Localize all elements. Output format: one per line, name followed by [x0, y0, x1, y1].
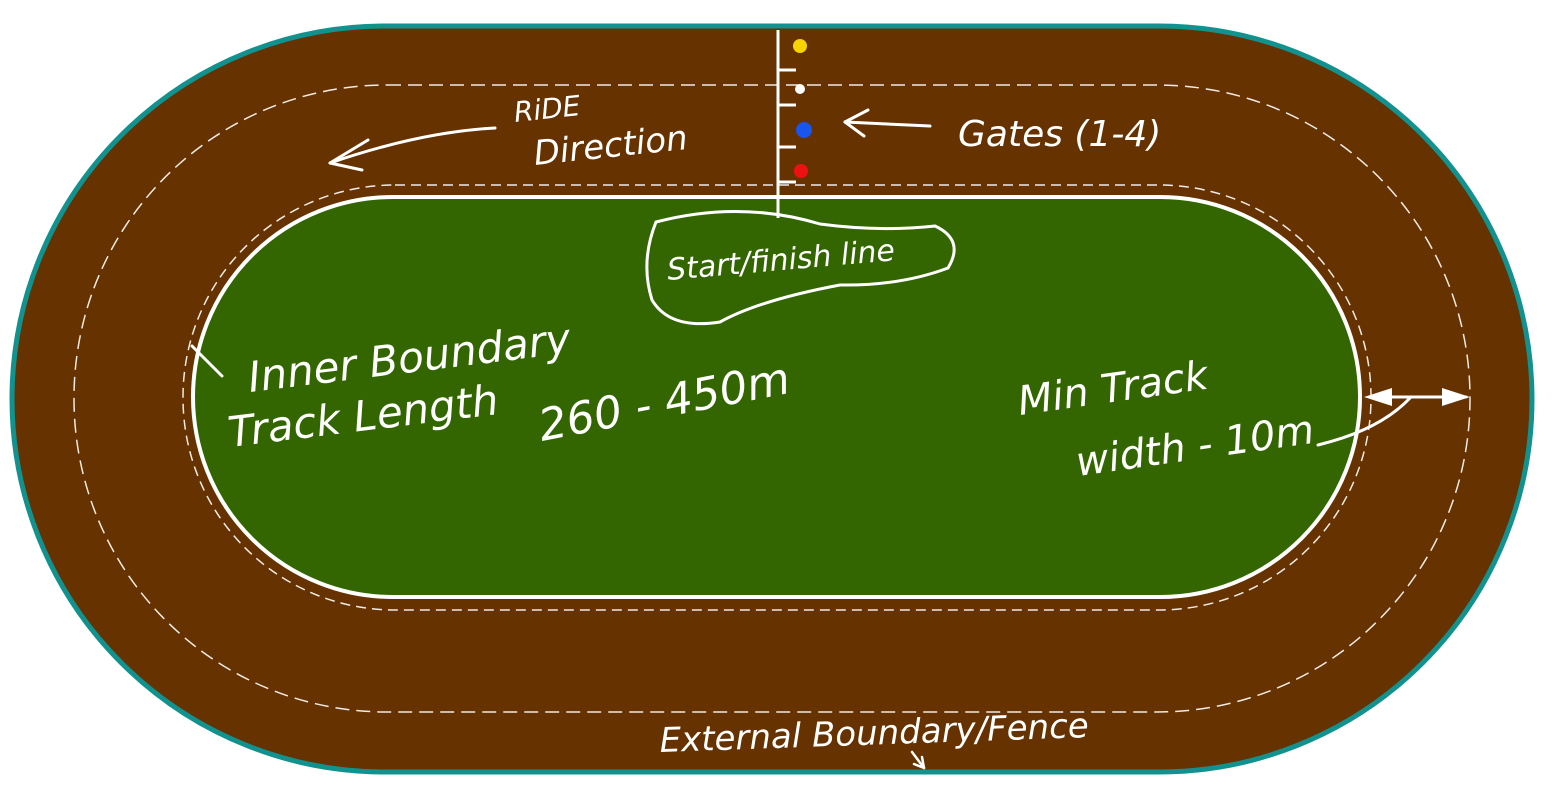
min-width-pointer	[1316, 396, 1412, 447]
gates-arrow	[843, 108, 932, 138]
gate-4-marker	[793, 39, 807, 53]
ride-direction-label-1: RiDE	[512, 89, 582, 129]
gate-1-marker	[794, 164, 808, 178]
min-width-double-arrow	[1364, 388, 1470, 406]
gate-2-marker	[796, 122, 812, 138]
gate-ticks	[778, 68, 796, 184]
start-finish-callout	[645, 209, 956, 326]
gate-3-marker	[795, 84, 805, 94]
outer-lane-line	[73, 84, 1471, 713]
gates-label: Gates (1-4)	[958, 114, 1161, 155]
external-boundary-pointer	[910, 750, 926, 770]
inner-boundary-pointer	[190, 344, 224, 378]
ride-direction-arrow	[328, 126, 497, 172]
